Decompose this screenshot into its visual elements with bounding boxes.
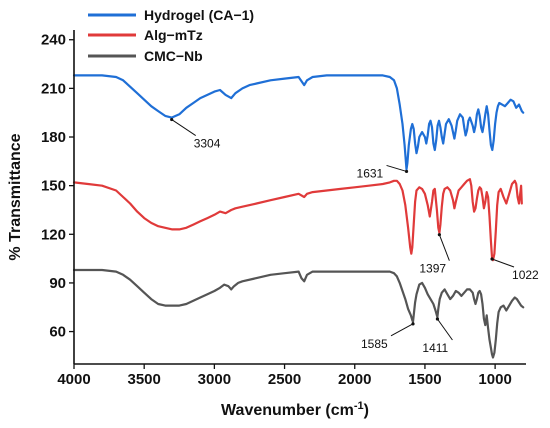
annotation-label: 1022 xyxy=(512,268,539,282)
x-tick-label: 2500 xyxy=(268,371,301,388)
annotation-arrowhead xyxy=(405,170,408,173)
annotation-arrowhead xyxy=(438,233,441,236)
annotation-arrow xyxy=(492,259,514,267)
series-line-1 xyxy=(74,179,522,260)
annotation-label: 1397 xyxy=(419,262,446,276)
annotation-arrowhead xyxy=(411,322,414,325)
y-tick-label: 180 xyxy=(41,129,66,146)
legend-label-cmc-nb: CMC−Nb xyxy=(144,48,203,64)
x-tick-label: 2000 xyxy=(338,371,371,388)
x-tick-label: 1500 xyxy=(408,371,441,388)
series-line-2 xyxy=(74,270,523,358)
legend-label-alg-mtz: Alg−mTz xyxy=(144,27,203,43)
series-line-0 xyxy=(74,75,523,169)
annotation-arrow xyxy=(387,165,407,171)
annotation-label: 3304 xyxy=(194,137,221,151)
annotation-label: 1631 xyxy=(357,166,384,180)
annotation-arrow xyxy=(439,235,449,261)
legend: Hydrogel (CA−1) Alg−mTz CMC−Nb xyxy=(88,7,254,64)
annotation-arrow xyxy=(172,120,196,136)
y-tick-label: 210 xyxy=(41,80,66,97)
annotation-arrow xyxy=(437,319,452,340)
x-tick-label: 4000 xyxy=(57,371,90,388)
y-tick-label: 90 xyxy=(49,275,66,292)
annotation-arrowhead xyxy=(436,317,439,320)
x-tick-label: 1000 xyxy=(478,371,511,388)
y-axis-title: % Transmittance xyxy=(7,133,24,260)
annotation-arrow xyxy=(391,324,413,336)
x-tick-label: 3500 xyxy=(127,371,160,388)
y-tick-label: 240 xyxy=(41,32,66,49)
x-axis-title: Wavenumber (cm-1) xyxy=(221,400,369,419)
annotation-label: 1585 xyxy=(361,337,388,351)
y-tick-label: 150 xyxy=(41,178,66,195)
x-axis-title-superscript: -1 xyxy=(354,400,364,412)
annotation-arrowhead xyxy=(490,257,493,260)
y-tick-label: 120 xyxy=(41,226,66,243)
annotation-label: 1411 xyxy=(422,341,448,355)
legend-label-hydrogel: Hydrogel (CA−1) xyxy=(144,7,254,23)
annotation-arrowhead xyxy=(170,118,173,121)
y-tick-label: 60 xyxy=(49,324,66,341)
x-tick-label: 3000 xyxy=(198,371,231,388)
